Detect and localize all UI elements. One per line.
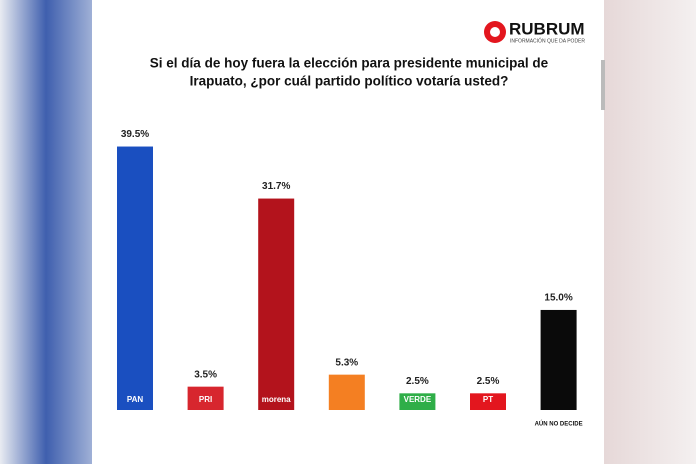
brand-name: RUBRUM xyxy=(509,19,585,38)
bar xyxy=(399,393,436,410)
category-label: PT xyxy=(483,395,493,404)
bar xyxy=(187,386,224,410)
value-label: 5.3% xyxy=(335,357,358,368)
chart-title: Irapuato, ¿por cuál partido político vot… xyxy=(190,74,509,89)
brand-logo xyxy=(490,27,500,37)
bar xyxy=(328,374,365,410)
value-label: 31.7% xyxy=(262,181,290,192)
bar xyxy=(540,309,577,410)
bar xyxy=(470,393,506,410)
category-label: PAN xyxy=(127,395,144,404)
blurred-side xyxy=(0,0,92,464)
value-label: 39.5% xyxy=(121,129,149,140)
bar xyxy=(117,146,153,410)
category-label: AÚN NO DECIDE xyxy=(535,421,583,428)
category-label: VERDE xyxy=(404,395,432,404)
category-label: morena xyxy=(262,395,291,404)
blurred-side xyxy=(604,0,696,464)
value-label: 3.5% xyxy=(194,369,217,380)
value-label: 15.0% xyxy=(544,293,572,304)
brand-tagline: INFORMACIÓN QUE DA PODER xyxy=(510,37,585,44)
value-label: 2.5% xyxy=(406,376,429,387)
category-label: PRI xyxy=(199,395,212,404)
chart-title: Si el día de hoy fuera la elección para … xyxy=(150,56,549,71)
value-label: 2.5% xyxy=(477,376,500,387)
scrollbar xyxy=(601,60,605,110)
bar xyxy=(258,198,295,410)
